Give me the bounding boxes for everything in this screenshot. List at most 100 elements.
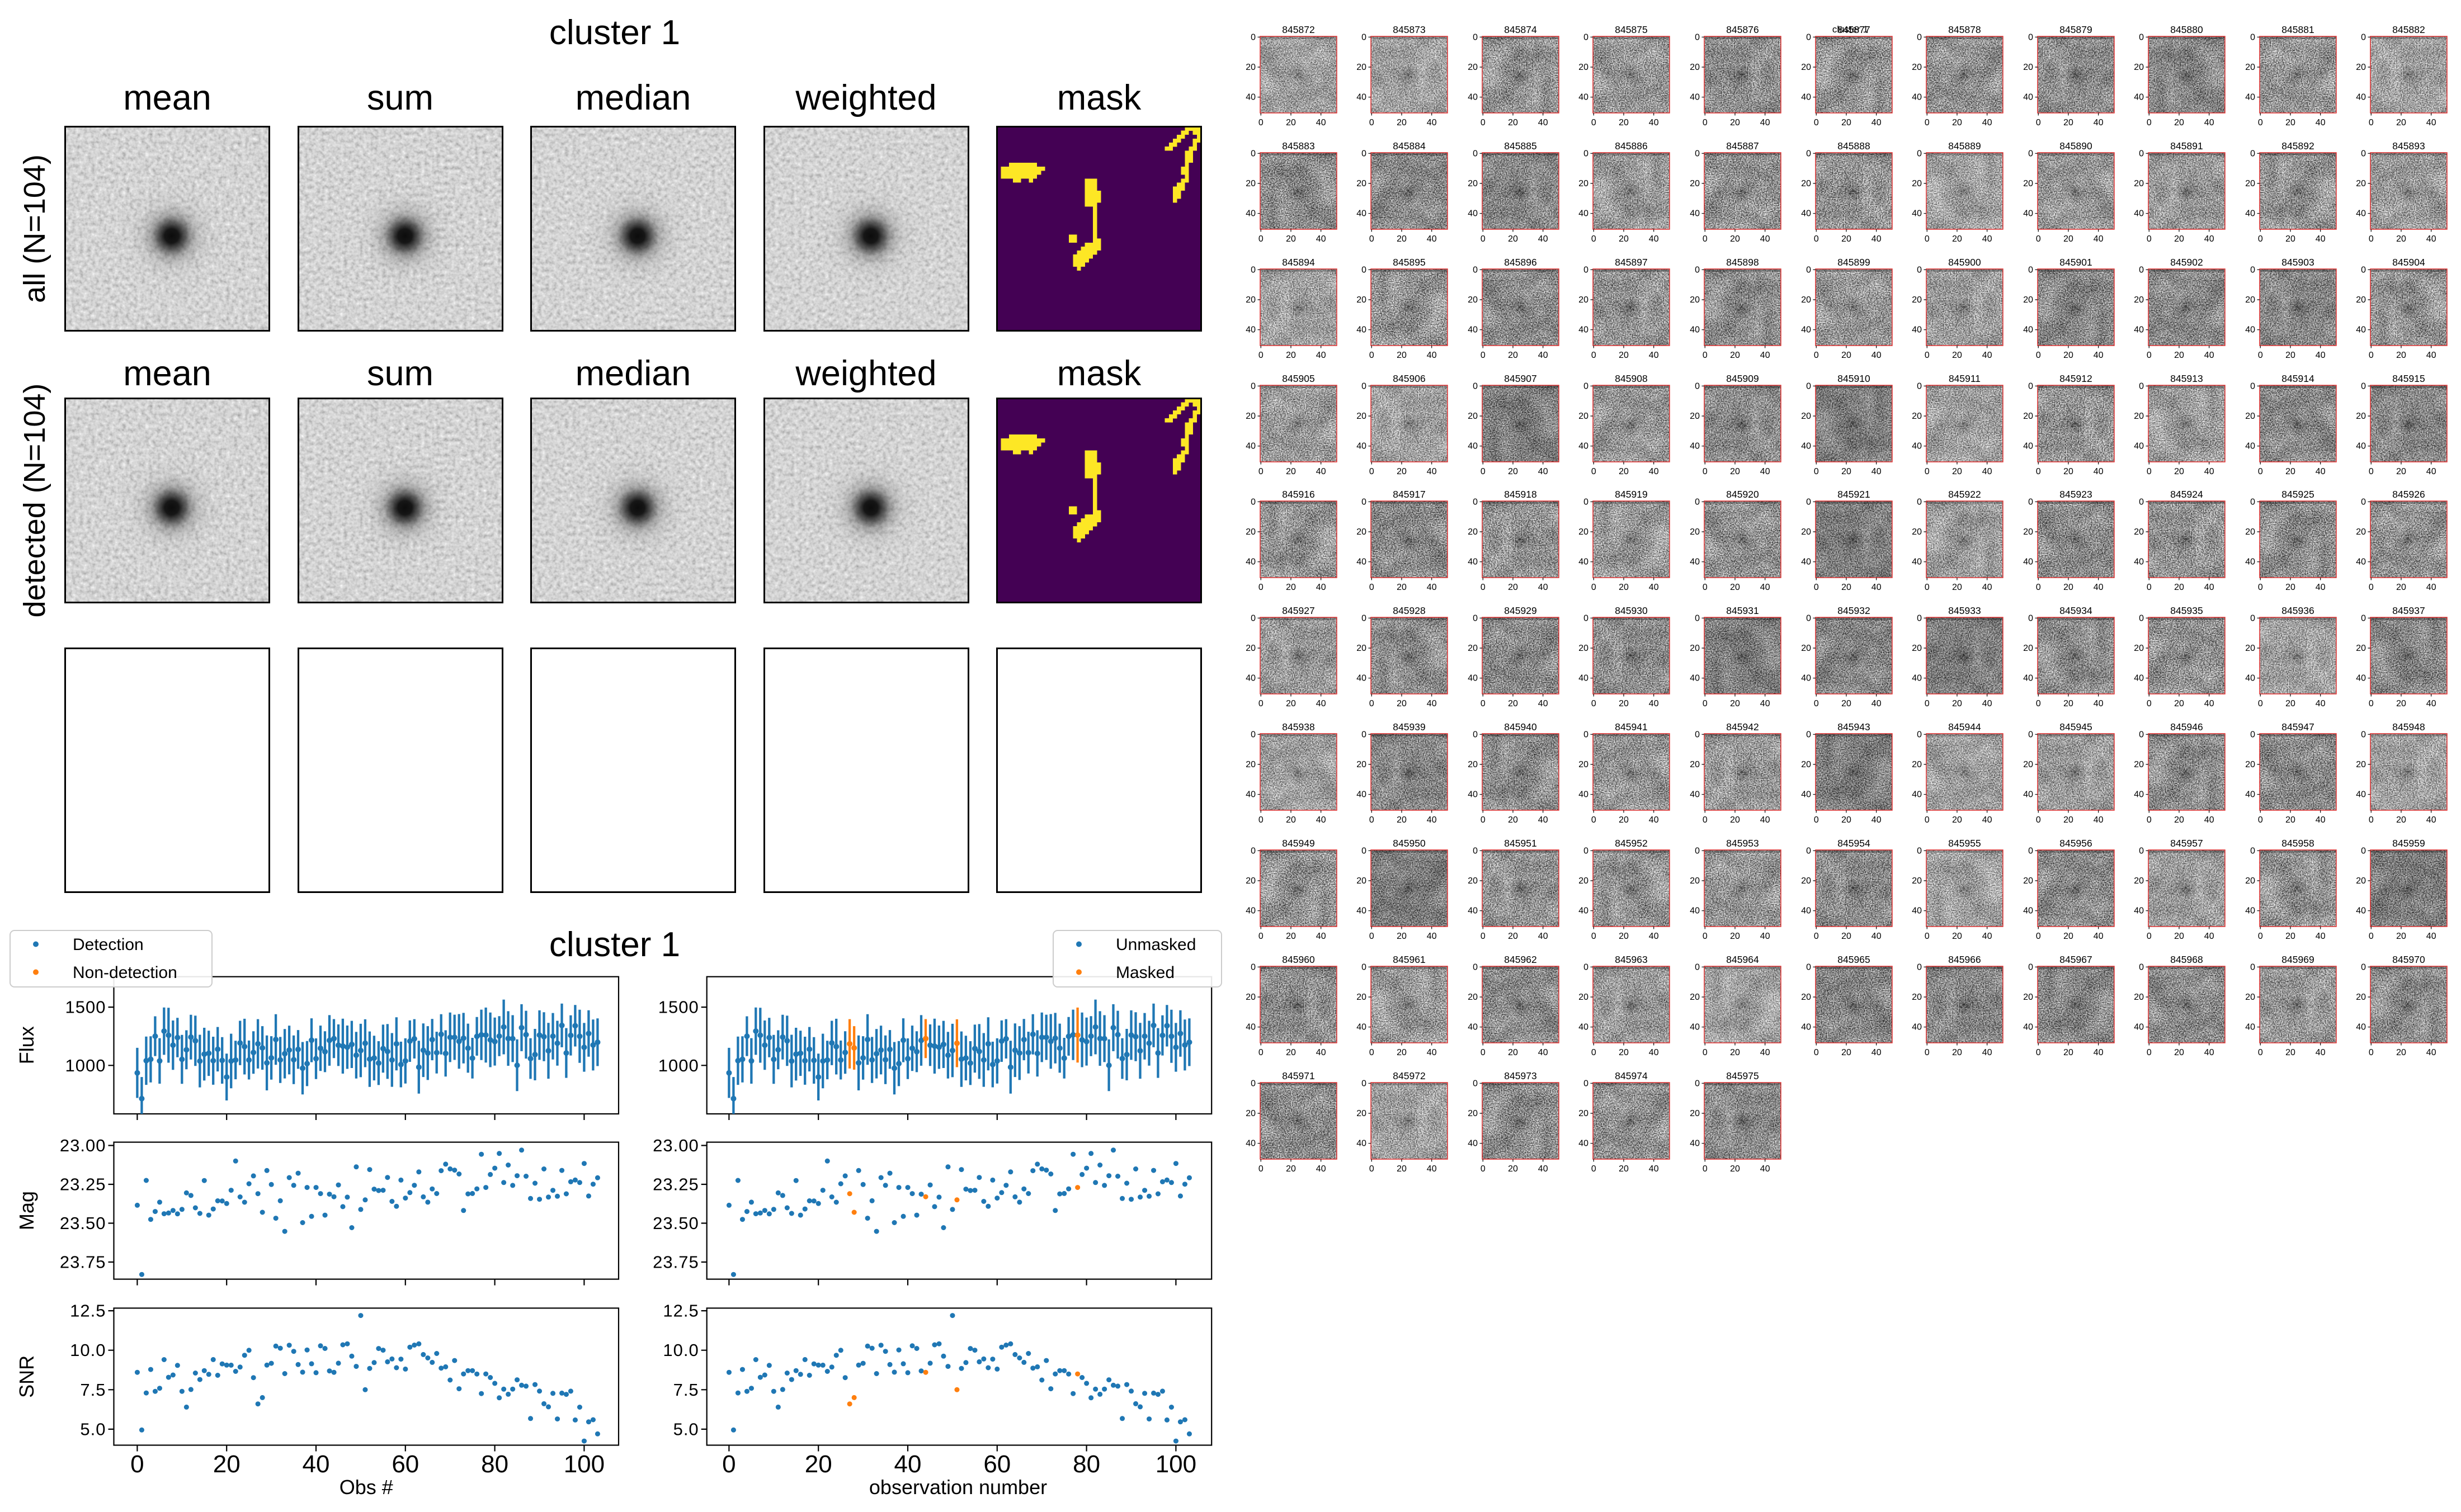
- svg-text:845961: 845961: [1393, 955, 1426, 965]
- svg-text:mask: mask: [1057, 78, 1142, 117]
- svg-text:845938: 845938: [1282, 722, 1314, 733]
- svg-text:SNR: SNR: [15, 1355, 38, 1398]
- svg-text:23.00: 23.00: [653, 1136, 699, 1155]
- svg-text:845901: 845901: [2059, 258, 2092, 268]
- svg-text:60: 60: [392, 1450, 419, 1478]
- svg-text:12.5: 12.5: [70, 1301, 106, 1321]
- svg-text:23.25: 23.25: [653, 1175, 699, 1194]
- svg-text:845890: 845890: [2059, 141, 2092, 152]
- svg-text:mean: mean: [123, 354, 211, 393]
- svg-text:845929: 845929: [1504, 606, 1536, 616]
- svg-text:845954: 845954: [1837, 839, 1870, 849]
- svg-text:845940: 845940: [1504, 722, 1537, 733]
- svg-text:sum: sum: [367, 78, 433, 117]
- svg-text:1000: 1000: [65, 1056, 106, 1075]
- svg-text:845877: 845877: [1837, 25, 1870, 35]
- svg-text:845881: 845881: [2281, 25, 2314, 35]
- svg-text:23.75: 23.75: [653, 1253, 699, 1272]
- svg-text:845892: 845892: [2281, 141, 2314, 152]
- svg-text:845934: 845934: [2059, 606, 2092, 616]
- svg-text:845950: 845950: [1393, 839, 1426, 849]
- svg-text:845900: 845900: [1948, 258, 1981, 268]
- svg-text:10.0: 10.0: [70, 1340, 106, 1360]
- svg-text:845935: 845935: [2171, 606, 2203, 616]
- svg-text:Obs #: Obs #: [340, 1476, 393, 1499]
- svg-text:845902: 845902: [2171, 258, 2203, 268]
- svg-text:23.50: 23.50: [60, 1213, 106, 1233]
- svg-text:845975: 845975: [1726, 1071, 1758, 1081]
- svg-text:845914: 845914: [2281, 374, 2314, 384]
- svg-text:845919: 845919: [1615, 490, 1648, 500]
- svg-text:845921: 845921: [1837, 490, 1870, 500]
- svg-text:cluster 1: cluster 1: [549, 925, 680, 964]
- svg-text:845960: 845960: [1282, 955, 1315, 965]
- svg-text:845907: 845907: [1504, 374, 1536, 384]
- svg-text:845974: 845974: [1615, 1071, 1648, 1081]
- svg-text:845970: 845970: [2393, 955, 2426, 965]
- svg-text:cluster 1: cluster 1: [549, 13, 680, 52]
- svg-text:845973: 845973: [1504, 1071, 1536, 1081]
- svg-text:845918: 845918: [1504, 490, 1536, 500]
- svg-text:0: 0: [130, 1450, 144, 1478]
- svg-text:845903: 845903: [2281, 258, 2314, 268]
- svg-text:845920: 845920: [1726, 490, 1759, 500]
- svg-text:845947: 845947: [2281, 722, 2314, 733]
- svg-text:10.0: 10.0: [663, 1340, 699, 1360]
- svg-text:845882: 845882: [2393, 25, 2425, 35]
- svg-text:60: 60: [983, 1450, 1011, 1478]
- svg-text:845933: 845933: [1948, 606, 1981, 616]
- svg-text:Mag: Mag: [15, 1191, 38, 1230]
- svg-text:845958: 845958: [2281, 839, 2314, 849]
- svg-text:median: median: [576, 78, 691, 117]
- svg-text:845906: 845906: [1393, 374, 1426, 384]
- svg-text:100: 100: [1156, 1450, 1196, 1478]
- svg-text:845925: 845925: [2281, 490, 2314, 500]
- svg-text:23.25: 23.25: [60, 1175, 106, 1194]
- svg-text:845956: 845956: [2059, 839, 2092, 849]
- svg-text:weighted: weighted: [795, 354, 936, 393]
- svg-text:845945: 845945: [2059, 722, 2092, 733]
- svg-text:845888: 845888: [1837, 141, 1870, 152]
- svg-text:845951: 845951: [1504, 839, 1536, 849]
- svg-text:845922: 845922: [1948, 490, 1981, 500]
- svg-text:845887: 845887: [1726, 141, 1758, 152]
- svg-text:0: 0: [722, 1450, 736, 1478]
- svg-text:Detection: Detection: [73, 935, 144, 954]
- svg-text:845917: 845917: [1393, 490, 1426, 500]
- svg-text:845963: 845963: [1615, 955, 1648, 965]
- svg-text:845966: 845966: [1948, 955, 1981, 965]
- svg-text:845894: 845894: [1282, 258, 1315, 268]
- svg-text:845876: 845876: [1726, 25, 1758, 35]
- svg-text:845965: 845965: [1837, 955, 1870, 965]
- svg-text:845909: 845909: [1726, 374, 1758, 384]
- svg-text:12.5: 12.5: [663, 1301, 699, 1321]
- svg-text:845967: 845967: [2059, 955, 2092, 965]
- svg-text:845896: 845896: [1504, 258, 1536, 268]
- svg-text:845964: 845964: [1726, 955, 1759, 965]
- svg-text:845968: 845968: [2171, 955, 2203, 965]
- svg-text:845942: 845942: [1726, 722, 1758, 733]
- svg-text:845927: 845927: [1282, 606, 1314, 616]
- svg-text:845931: 845931: [1726, 606, 1758, 616]
- svg-text:845895: 845895: [1393, 258, 1426, 268]
- svg-text:845936: 845936: [2281, 606, 2314, 616]
- svg-text:845955: 845955: [1948, 839, 1981, 849]
- svg-text:845886: 845886: [1615, 141, 1648, 152]
- svg-text:Flux: Flux: [15, 1026, 38, 1064]
- svg-text:845928: 845928: [1393, 606, 1426, 616]
- svg-text:845946: 845946: [2171, 722, 2203, 733]
- svg-text:80: 80: [481, 1450, 508, 1478]
- svg-text:845957: 845957: [2171, 839, 2203, 849]
- svg-text:845883: 845883: [1282, 141, 1314, 152]
- svg-text:845873: 845873: [1393, 25, 1426, 35]
- svg-text:845893: 845893: [2393, 141, 2425, 152]
- svg-text:845959: 845959: [2393, 839, 2425, 849]
- svg-text:weighted: weighted: [795, 78, 936, 117]
- svg-text:1000: 1000: [658, 1056, 699, 1075]
- svg-text:845910: 845910: [1837, 374, 1870, 384]
- svg-text:845908: 845908: [1615, 374, 1648, 384]
- svg-text:845949: 845949: [1282, 839, 1314, 849]
- svg-text:845969: 845969: [2281, 955, 2314, 965]
- svg-text:100: 100: [564, 1450, 605, 1478]
- svg-text:1500: 1500: [65, 998, 106, 1017]
